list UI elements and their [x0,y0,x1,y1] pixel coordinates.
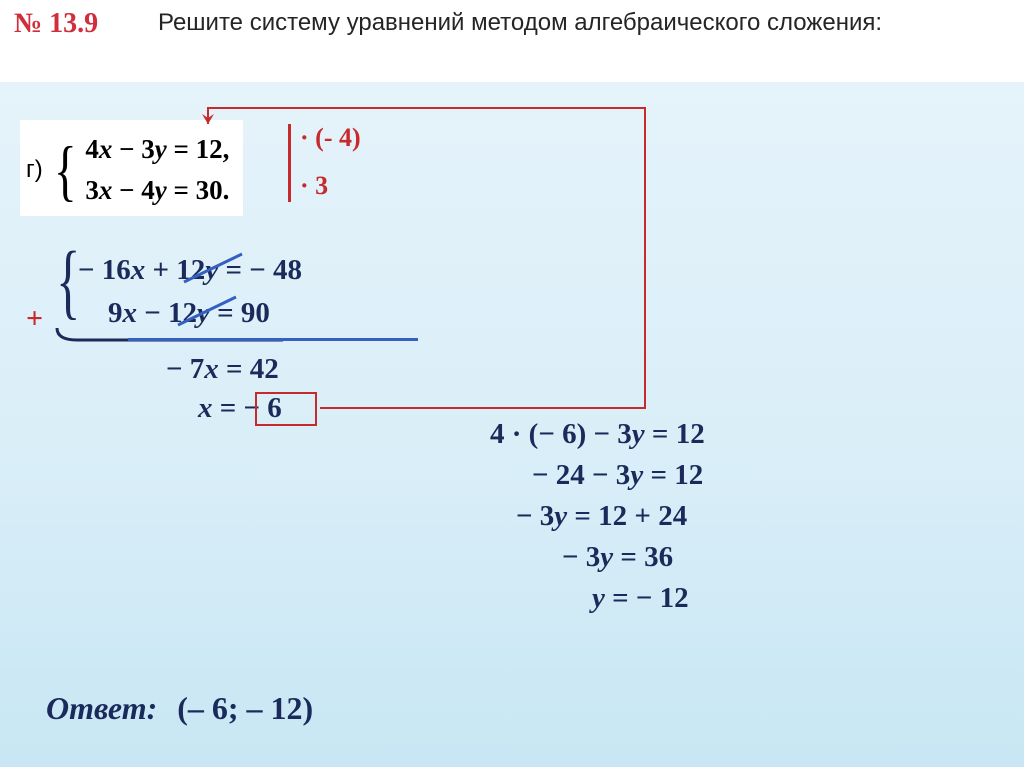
system-equations: 4x − 3y = 12, 3x − 4y = 30. [85,134,229,206]
scaled-eq-1: − 16x + 12y = − 48 [78,254,302,287]
original-system: г) { 4x − 3y = 12, 3x − 4y = 30. [20,120,243,216]
answer-value: (– 6; – 12) [177,690,313,726]
sub-line-4: − 3y = 36 [490,541,705,574]
addition-brace-icon: { [56,246,80,317]
multiply-divider [288,124,291,202]
addition-equations: − 16x + 12y = − 48 9x − 12y = 90 [78,254,302,330]
brace-icon: { [54,145,77,196]
variant-letter: г) [26,156,43,184]
answer-label: Ответ: [46,690,157,726]
scaled-eq-2: 9x − 12y = 90 [78,297,302,330]
background [0,0,1024,767]
multiply-op-2: · 3 [300,171,361,201]
sum-underline [128,338,418,341]
x-value-highlight-box [255,392,317,426]
answer: Ответ: (– 6; – 12) [46,690,313,727]
multiply-op-1: · (- 4) [300,123,361,153]
sub-line-1: 4 · (− 6) − 3y = 12 [490,418,705,451]
problem-statement: Решите систему уравнений методом алгебра… [158,7,1016,39]
problem-number: № 13.9 [14,8,98,40]
sub-line-2: − 24 − 3y = 12 [490,459,705,492]
sub-line-5: y = − 12 [490,582,705,615]
sum-result: − 7x = 42 [166,353,282,386]
equation-1: 4x − 3y = 12, [85,134,229,165]
equation-2: 3x − 4y = 30. [85,175,229,206]
y-derivation: 4 · (− 6) − 3y = 12 − 24 − 3y = 12 − 3y … [490,418,705,623]
sub-line-3: − 3y = 12 + 24 [490,500,705,533]
multiply-operations: · (- 4) · 3 [300,123,361,201]
